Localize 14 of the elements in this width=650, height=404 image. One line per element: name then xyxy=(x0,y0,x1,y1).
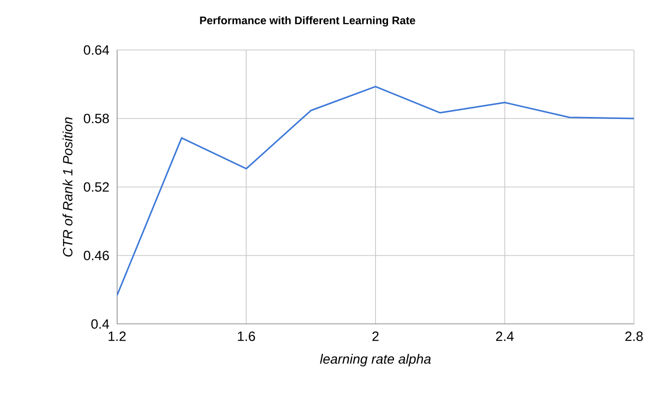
x-axis-title: learning rate alpha xyxy=(320,354,431,366)
x-tick-label: 2.8 xyxy=(625,332,643,342)
x-tick-label: 2.4 xyxy=(496,332,514,341)
x-tick-label: 1.2 xyxy=(108,332,126,341)
y-tick-label: 0.52 xyxy=(84,182,109,192)
line-series xyxy=(117,86,634,296)
y-tick-label: 0.64 xyxy=(84,45,110,55)
y-tick-label: 0.4 xyxy=(91,319,110,329)
x-tick-label: 1.6 xyxy=(238,332,256,342)
y-tick-label: 0.46 xyxy=(84,250,109,260)
chart-title: Performance with Different Learning Rate xyxy=(200,16,416,27)
y-tick-label: 0.58 xyxy=(84,114,109,124)
y-axis-title: CTR of Rank 1 Position xyxy=(62,117,72,257)
x-tick-label: 2 xyxy=(372,332,379,341)
